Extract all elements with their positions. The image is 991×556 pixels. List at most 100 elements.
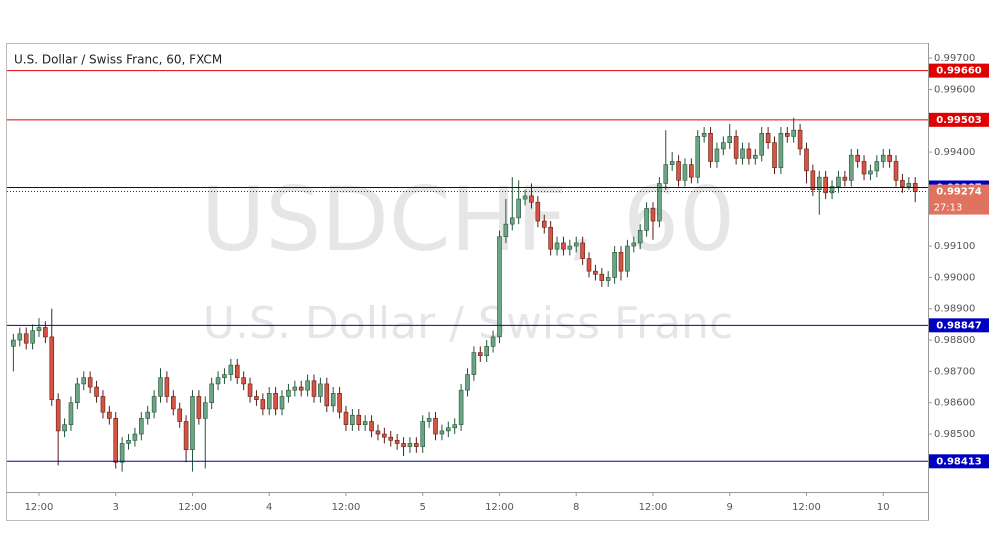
candle-body: [330, 393, 336, 407]
candle-body: [407, 443, 413, 447]
candle-body: [139, 418, 144, 435]
candle-body: [382, 433, 387, 438]
last-price-box: [929, 184, 989, 215]
candle-body: [30, 330, 35, 344]
candle-body: [23, 333, 29, 344]
candle-body: [791, 129, 796, 137]
candle-body: [62, 424, 67, 432]
candle-body: [593, 270, 598, 275]
candle-body: [369, 421, 374, 432]
candle-body: [414, 443, 419, 447]
candle-body: [657, 183, 662, 222]
candle-body: [247, 383, 253, 397]
candle-body: [701, 132, 707, 137]
candle-body: [874, 161, 880, 172]
y-tick-label: 0.99400: [934, 147, 975, 158]
y-tick-label: 0.98900: [934, 304, 975, 315]
candle-body: [535, 201, 541, 222]
candle-body: [343, 411, 349, 425]
watermark-subtitle: U.S. Dollar / Swiss Franc: [203, 298, 733, 349]
y-tick-label: 0.98800: [934, 335, 975, 346]
candle-body: [509, 217, 515, 225]
candle-body: [458, 389, 464, 425]
candle-body: [49, 336, 55, 400]
candle-body: [241, 377, 246, 385]
candle-body: [765, 132, 771, 143]
candle-body: [75, 383, 80, 404]
candle-body: [689, 164, 694, 178]
level-label: 0.99660: [936, 66, 982, 77]
candle-body: [516, 198, 521, 219]
candle-body: [202, 402, 208, 419]
x-tick-label: 12:00: [332, 502, 361, 513]
level-label-box: [929, 63, 989, 78]
candle-body: [107, 411, 112, 419]
candle-body: [522, 195, 528, 200]
candle-body: [292, 386, 298, 391]
candle-body: [273, 393, 278, 410]
candle-body: [311, 380, 317, 397]
candle-body: [318, 383, 323, 397]
candle-body: [337, 393, 342, 413]
candle-body: [855, 154, 860, 162]
last-price-label: 0.99274: [936, 187, 982, 198]
candle-body: [113, 418, 119, 463]
candle-body: [708, 132, 713, 162]
candle-body: [567, 245, 573, 250]
candle-body: [829, 186, 835, 194]
candle-body: [36, 327, 42, 331]
candle-body: [222, 374, 227, 378]
candle-body: [394, 440, 400, 444]
candle-body: [529, 195, 534, 203]
candle-body: [772, 142, 777, 169]
candle-body: [676, 161, 681, 181]
candle-body: [695, 136, 701, 178]
candle-body: [554, 242, 560, 250]
candle-body: [158, 377, 163, 397]
candle-body: [836, 176, 841, 187]
frame: [6, 43, 929, 521]
candle-body: [810, 170, 816, 190]
y-tick-label: 0.99600: [934, 84, 975, 95]
candle-body: [548, 226, 553, 250]
x-tick-label: 8: [573, 502, 579, 513]
candle-body: [100, 396, 106, 413]
level-label-box: [929, 454, 989, 469]
candle-body: [797, 129, 803, 150]
candle-body: [286, 389, 291, 397]
candle-body: [721, 142, 726, 150]
candle-body: [541, 220, 547, 228]
candle-body: [637, 230, 643, 244]
candle-body: [484, 346, 489, 357]
candle-body: [561, 242, 566, 250]
candle-body: [823, 176, 828, 194]
candle-body: [887, 154, 892, 162]
candle-body: [433, 418, 438, 435]
candle-body: [605, 277, 611, 281]
candle-body: [465, 374, 470, 391]
level-label-box: [929, 318, 989, 333]
x-tick-label: 12:00: [792, 502, 821, 513]
candle-body: [420, 421, 426, 447]
candle-body: [714, 148, 720, 162]
candle-body: [727, 136, 733, 143]
candle-body: [842, 176, 848, 181]
candle-body: [778, 132, 784, 169]
candle-body: [375, 430, 381, 435]
candle-body: [880, 154, 886, 162]
x-tick-label: 9: [727, 502, 733, 513]
candle-body: [132, 433, 138, 441]
level-label: 0.99503: [936, 115, 982, 126]
x-tick-label: 12:00: [485, 502, 514, 513]
candle-body: [580, 242, 585, 259]
candle-body: [446, 427, 451, 432]
candle-body: [785, 132, 790, 137]
candle-body: [682, 164, 688, 181]
candle-body: [145, 411, 150, 419]
candle-body: [151, 396, 157, 413]
candle-body: [586, 258, 592, 272]
candle-body: [81, 377, 87, 385]
candle-body: [490, 336, 496, 347]
candle-body: [260, 399, 266, 410]
